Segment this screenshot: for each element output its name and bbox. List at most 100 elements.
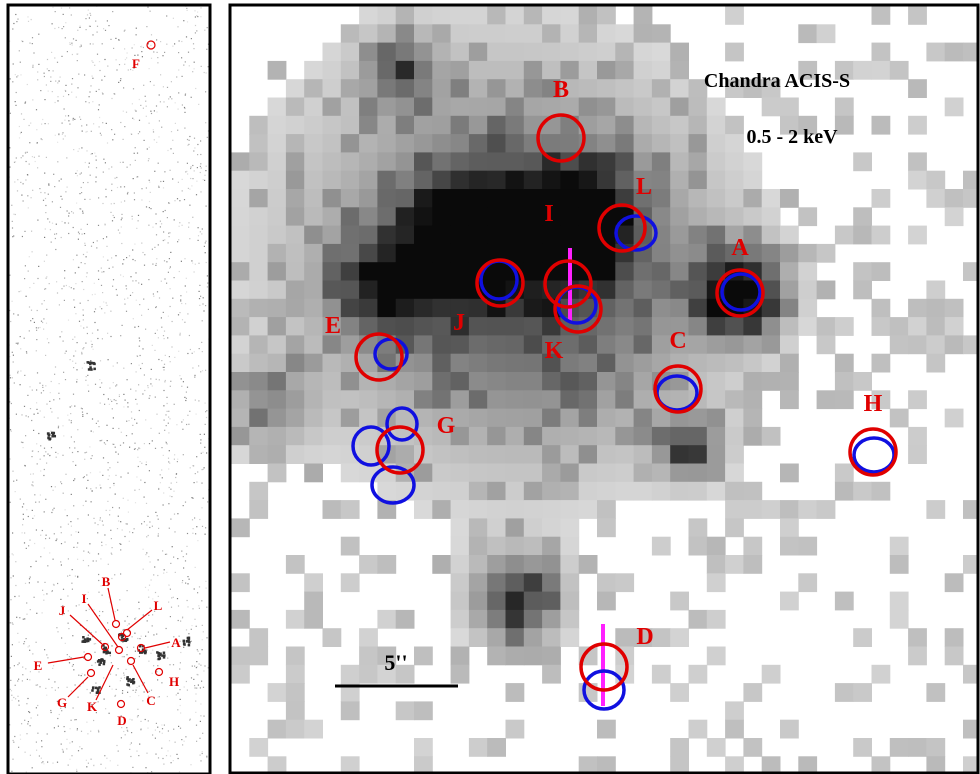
pixel: [231, 445, 250, 464]
pixel: [359, 6, 378, 25]
pixel: [560, 573, 579, 592]
pixel: [670, 98, 689, 117]
pixel: [542, 647, 561, 666]
pixel: [304, 573, 323, 592]
pixel: [451, 500, 470, 519]
pixel: [377, 134, 396, 153]
pixel: [524, 281, 543, 300]
pixel: [432, 335, 451, 354]
pixel: [945, 409, 964, 428]
pixel: [615, 464, 634, 483]
pixel: [579, 43, 598, 62]
pixel: [396, 43, 415, 62]
pixel: [780, 226, 799, 245]
pixel: [762, 354, 781, 373]
pixel: [835, 683, 854, 702]
pixel: [670, 482, 689, 501]
pixel: [506, 592, 525, 611]
pixel: [817, 500, 836, 519]
pixel: [725, 390, 744, 409]
pixel: [597, 573, 616, 592]
pixel: [487, 445, 506, 464]
pixel: [945, 98, 964, 117]
pixel: [249, 647, 268, 666]
pixel: [524, 24, 543, 43]
pixel: [469, 6, 488, 25]
pixel: [524, 152, 543, 171]
pixel: [652, 262, 671, 281]
pixel: [377, 281, 396, 300]
pixel: [743, 537, 762, 556]
pixel: [268, 720, 287, 739]
pixel: [506, 189, 525, 208]
pixel: [506, 354, 525, 373]
pixel: [725, 372, 744, 391]
pixel: [560, 482, 579, 501]
pixel: [725, 482, 744, 501]
pixel: [689, 335, 708, 354]
pixel: [451, 610, 470, 629]
pixel: [286, 445, 305, 464]
pixel: [579, 152, 598, 171]
pixel: [286, 390, 305, 409]
pixel: [579, 555, 598, 574]
pixel: [597, 518, 616, 537]
pixel: [396, 281, 415, 300]
pixel: [451, 207, 470, 226]
pixel: [762, 207, 781, 226]
pixel: [579, 427, 598, 446]
pixel: [231, 281, 250, 300]
pixel: [249, 427, 268, 446]
pixel: [487, 372, 506, 391]
pixel: [432, 134, 451, 153]
source-label: D: [636, 624, 653, 650]
pixel: [689, 427, 708, 446]
pixel: [469, 152, 488, 171]
source-label: C: [146, 693, 155, 708]
pixel: [487, 500, 506, 519]
pixel: [451, 555, 470, 574]
pixel: [286, 427, 305, 446]
pixel: [945, 317, 964, 336]
pixel: [249, 738, 268, 757]
pixel: [817, 317, 836, 336]
pixel: [341, 299, 360, 318]
pixel: [231, 317, 250, 336]
pixel: [670, 116, 689, 135]
pixel: [377, 555, 396, 574]
pixel: [396, 6, 415, 25]
pixel: [853, 262, 872, 281]
pixel: [323, 171, 342, 190]
pixel: [469, 226, 488, 245]
pixel: [579, 354, 598, 373]
pixel: [707, 610, 726, 629]
pixel: [506, 171, 525, 190]
pixel: [506, 537, 525, 556]
pixel: [725, 354, 744, 373]
pixel: [304, 409, 323, 428]
pixel: [414, 226, 433, 245]
pixel: [359, 665, 378, 684]
pixel: [743, 335, 762, 354]
pixel: [725, 281, 744, 300]
pixel: [670, 43, 689, 62]
pixel: [506, 152, 525, 171]
pixel: [890, 555, 909, 574]
pixel: [487, 171, 506, 190]
pixel: [432, 116, 451, 135]
pixel: [323, 226, 342, 245]
pixel: [469, 555, 488, 574]
pixel: [798, 500, 817, 519]
pixel: [286, 207, 305, 226]
pixel: [707, 537, 726, 556]
pixel: [689, 171, 708, 190]
pixel: [359, 134, 378, 153]
pixel: [396, 372, 415, 391]
pixel: [396, 244, 415, 263]
pixel: [231, 207, 250, 226]
pixel: [487, 116, 506, 135]
pixel: [377, 24, 396, 43]
pixel: [377, 79, 396, 98]
pixel: [926, 281, 945, 300]
pixel: [780, 281, 799, 300]
